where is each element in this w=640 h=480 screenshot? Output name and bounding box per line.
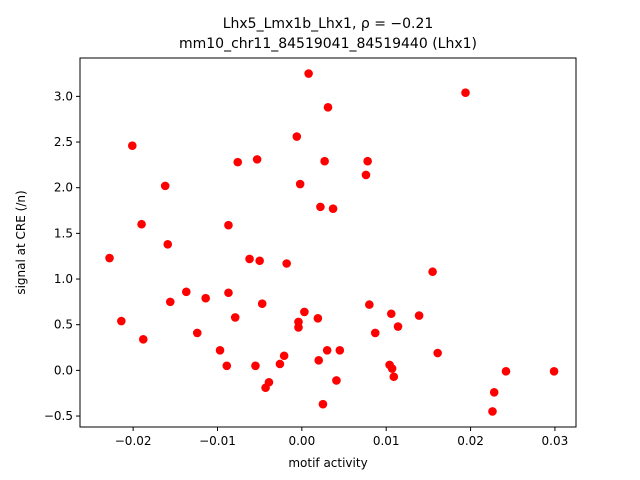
data-point — [224, 288, 233, 298]
data-point — [165, 297, 175, 307]
x-tick-label: 0.03 — [542, 434, 569, 448]
data-point — [488, 407, 497, 416]
data-point — [414, 311, 424, 320]
x-axis-ticks: −0.02 −0.01 0.00 0.01 0.02 0.03 — [115, 427, 569, 448]
data-point — [128, 141, 137, 150]
data-point — [251, 361, 260, 371]
data-point — [361, 170, 371, 180]
data-point — [117, 316, 126, 326]
data-point — [215, 345, 225, 355]
chart-subtitle: mm10_chr11_84519041_84519440 (Lhx1) — [179, 36, 477, 52]
data-point — [245, 254, 254, 264]
data-point — [428, 267, 437, 277]
data-point — [323, 103, 333, 112]
y-axis-label: signal at CRE (/n) — [14, 190, 28, 294]
data-point — [314, 356, 324, 365]
data-point — [489, 387, 499, 397]
data-point — [386, 309, 396, 319]
data-point — [332, 376, 341, 385]
y-tick-label: −0.5 — [44, 409, 73, 423]
data-point — [282, 259, 291, 268]
data-point — [501, 366, 511, 376]
data-point — [335, 345, 345, 355]
chart-title: Lhx5_Lmx1b_Lhx1, ρ = −0.21 — [223, 16, 434, 32]
data-point — [389, 372, 399, 382]
x-axis-label: motif activity — [288, 456, 367, 470]
y-axis-ticks: −0.5 0.0 0.5 1.0 1.5 2.0 2.5 3.0 — [44, 89, 80, 423]
x-tick-label: −0.02 — [115, 434, 152, 448]
y-tick-label: 2.0 — [54, 181, 73, 195]
data-point — [233, 157, 243, 167]
data-point — [387, 364, 397, 373]
data-point — [230, 313, 240, 322]
data-point — [137, 219, 146, 229]
y-tick-label: 1.0 — [54, 272, 73, 286]
data-point — [313, 314, 323, 323]
data-point — [264, 377, 274, 387]
data-point — [192, 328, 202, 338]
data-point — [295, 179, 305, 189]
x-tick-label: −0.01 — [199, 434, 236, 448]
data-point — [257, 299, 267, 309]
data-point — [181, 287, 191, 297]
data-point — [160, 181, 170, 191]
data-point — [320, 156, 329, 166]
data-point — [294, 323, 303, 332]
data-point — [433, 348, 442, 358]
x-tick-label: 0.02 — [457, 434, 484, 448]
data-points — [105, 69, 559, 416]
data-point — [316, 202, 325, 212]
y-tick-label: 2.5 — [54, 135, 73, 149]
data-point — [138, 335, 148, 344]
data-point — [365, 300, 374, 309]
data-point — [318, 399, 328, 409]
data-point — [370, 328, 380, 338]
y-tick-label: 3.0 — [54, 89, 73, 103]
data-point — [328, 204, 338, 214]
data-point — [105, 253, 114, 263]
data-point — [224, 220, 233, 230]
data-point — [252, 155, 262, 164]
data-point — [300, 307, 309, 317]
data-point — [255, 256, 264, 266]
axes-frame — [79, 57, 577, 428]
data-point — [461, 88, 470, 98]
data-point — [549, 366, 559, 376]
y-tick-label: 1.5 — [54, 226, 73, 240]
x-tick-label: 0.01 — [373, 434, 400, 448]
data-point — [163, 240, 173, 249]
data-point — [275, 359, 285, 369]
data-point — [279, 351, 289, 361]
data-point — [222, 361, 232, 371]
y-tick-label: 0.0 — [54, 363, 73, 377]
data-point — [363, 156, 372, 166]
x-tick-label: 0.00 — [288, 434, 315, 448]
data-point — [292, 132, 302, 141]
data-point — [304, 69, 313, 78]
data-point — [201, 293, 210, 303]
y-tick-label: 0.5 — [54, 318, 73, 332]
data-point — [393, 322, 403, 331]
data-point — [322, 345, 332, 355]
